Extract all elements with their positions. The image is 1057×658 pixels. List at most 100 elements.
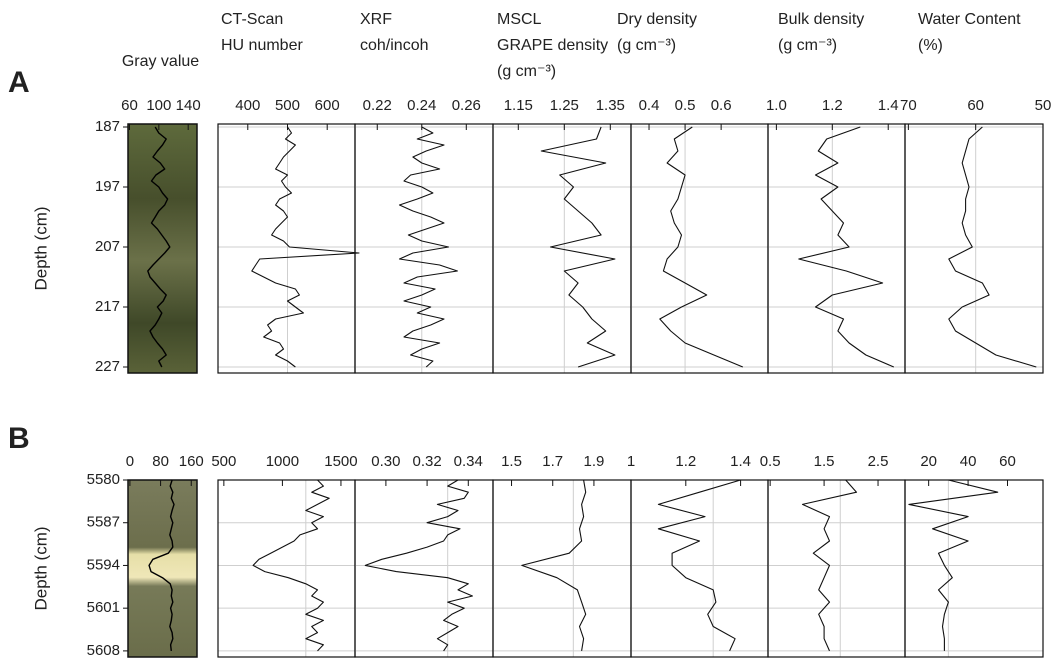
panel-frame [904, 479, 1044, 658]
x-tick-label: 1.2 [675, 453, 696, 470]
x-tick-label: 1.9 [583, 453, 604, 470]
panel-frame [492, 479, 632, 658]
x-tick-label: 0.24 [407, 97, 436, 114]
profile-line [147, 126, 171, 368]
profile-line [801, 479, 858, 652]
y-axis-label: Depth (cm) [31, 206, 50, 290]
y-tick-label: 5587 [87, 514, 120, 531]
x-tick-label: 1.5 [814, 453, 835, 470]
profile-line [908, 479, 999, 651]
core-image [128, 124, 197, 373]
panel-title: GRAPE density [497, 37, 608, 54]
x-tick-label: 50 [1035, 97, 1052, 114]
panel-frame [127, 123, 198, 374]
y-tick-label: 5594 [87, 556, 120, 573]
panel-frame [354, 123, 494, 374]
x-tick-label: 0.26 [452, 97, 481, 114]
profile-line [540, 126, 616, 368]
x-tick-label: 20 [920, 453, 937, 470]
panel-frame [904, 123, 1044, 374]
panel-title: HU number [221, 37, 303, 54]
panel-title: MSCL [497, 11, 542, 28]
core-image [128, 480, 197, 657]
panel-frame [630, 479, 769, 658]
panel-title: Gray value [122, 53, 199, 70]
x-tick-label: 1.4 [878, 97, 899, 114]
profile-line [521, 479, 587, 651]
panel-title: Bulk density [778, 11, 864, 28]
x-tick-label: 0.4 [639, 97, 660, 114]
profile-line [251, 126, 360, 368]
x-tick-label: 0 [126, 453, 134, 470]
panel-title: XRF [360, 11, 392, 28]
panel-title: CT-Scan [221, 11, 283, 28]
panel-title: Dry density [617, 11, 697, 28]
x-tick-label: 140 [176, 97, 201, 114]
x-tick-label: 1.2 [822, 97, 843, 114]
panel-title: (g cm⁻³) [778, 37, 837, 54]
x-tick-label: 1.15 [504, 97, 533, 114]
y-tick-label: 217 [95, 298, 120, 315]
profile-line [798, 126, 895, 368]
x-tick-label: 600 [315, 97, 340, 114]
x-tick-label: 1.35 [596, 97, 625, 114]
x-tick-label: 400 [235, 97, 260, 114]
x-tick-label: 1.7 [542, 453, 563, 470]
x-tick-label: 0.5 [760, 453, 781, 470]
x-tick-label: 60 [999, 453, 1016, 470]
x-tick-label: 1.5 [501, 453, 522, 470]
profile-line [364, 479, 473, 652]
y-axis-label: Depth (cm) [31, 526, 50, 610]
panel-title: Water Content [918, 11, 1021, 28]
x-tick-label: 0.6 [711, 97, 732, 114]
panel-title: (%) [918, 37, 943, 54]
panel-title: coh/incoh [360, 37, 429, 54]
x-tick-label: 1 [627, 453, 635, 470]
panel-frame [217, 479, 356, 658]
profile-line [659, 126, 744, 368]
x-tick-label: 160 [179, 453, 204, 470]
panel-label: A [8, 66, 30, 99]
profile-line [398, 126, 458, 368]
x-tick-label: 100 [146, 97, 171, 114]
panel-frame [492, 123, 632, 374]
y-tick-label: 197 [95, 178, 120, 195]
x-tick-label: 60 [121, 97, 138, 114]
x-tick-label: 1.25 [550, 97, 579, 114]
x-tick-label: 0.22 [363, 97, 392, 114]
y-tick-label: 5601 [87, 599, 120, 616]
x-tick-label: 1.0 [766, 97, 787, 114]
panel-frame [127, 479, 198, 658]
y-tick-label: 5608 [87, 642, 120, 658]
panel-frame [630, 123, 769, 374]
panel-frame [217, 123, 356, 374]
x-tick-label: 80 [152, 453, 169, 470]
x-tick-label: 0.5 [675, 97, 696, 114]
y-tick-label: 207 [95, 238, 120, 255]
profile-line [948, 126, 1037, 368]
profile-line [657, 479, 741, 652]
x-tick-label: 1.4 [730, 453, 751, 470]
x-tick-label: 500 [275, 97, 300, 114]
x-tick-label: 500 [211, 453, 236, 470]
x-tick-label: 60 [967, 97, 984, 114]
x-tick-label: 0.30 [371, 453, 400, 470]
profile-line [148, 479, 175, 651]
y-tick-label: 227 [95, 358, 120, 375]
panel-frame [767, 479, 906, 658]
panel-label: B [8, 422, 30, 455]
profile-line [252, 479, 330, 652]
x-tick-label: 70 [900, 97, 917, 114]
panel-frame [767, 123, 906, 374]
panel-title: (g cm⁻³) [497, 63, 556, 80]
x-tick-label: 2.5 [868, 453, 889, 470]
panel-frame [354, 479, 494, 658]
panel-title: (g cm⁻³) [617, 37, 676, 54]
x-tick-label: 1500 [324, 453, 357, 470]
x-tick-label: 40 [960, 453, 977, 470]
y-tick-label: 5580 [87, 471, 120, 488]
x-tick-label: 0.32 [412, 453, 441, 470]
x-tick-label: 1000 [266, 453, 299, 470]
x-tick-label: 0.34 [454, 453, 483, 470]
